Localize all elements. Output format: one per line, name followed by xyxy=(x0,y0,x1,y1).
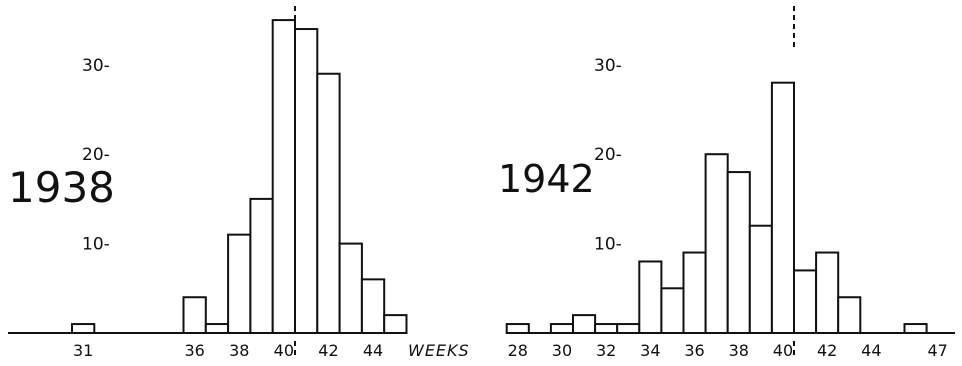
bar-week-42 xyxy=(316,72,341,335)
y-tick-label-10: 10- xyxy=(82,235,110,255)
year-title: 1942 xyxy=(498,157,595,201)
bar-week-32 xyxy=(594,323,619,334)
bar-week-33 xyxy=(616,323,641,334)
bar-week-43 xyxy=(338,242,363,335)
x-tick-label-44: 44 xyxy=(363,341,383,360)
y-tick-label-20: 20- xyxy=(82,145,110,165)
bar-week-30 xyxy=(549,323,575,334)
bar-week-31 xyxy=(71,323,96,334)
x-tick-label-38: 38 xyxy=(729,341,749,360)
bar-week-45 xyxy=(383,314,408,334)
x-unit-label: WEEKS xyxy=(408,341,470,360)
bar-week-41 xyxy=(793,269,818,335)
x-tick-label-38: 38 xyxy=(229,341,249,360)
x-tick-label-32: 32 xyxy=(596,341,616,360)
bar-week-38 xyxy=(227,233,252,334)
x-tick-label-42: 42 xyxy=(318,341,338,360)
bar-week-43 xyxy=(837,296,862,334)
bar-week-37 xyxy=(204,323,230,334)
y-tick-label-20: 20- xyxy=(594,145,622,165)
bar-week-46 xyxy=(903,323,928,334)
x-tick-label-47: 47 xyxy=(927,341,947,360)
bar-week-41 xyxy=(294,28,319,334)
bar-week-28 xyxy=(505,323,530,334)
y-tick-label-30: 30- xyxy=(594,56,622,76)
y-tick-label-10: 10- xyxy=(594,235,622,255)
x-tick-label-42: 42 xyxy=(817,341,837,360)
x-tick-label-40: 40 xyxy=(274,341,294,360)
bar-week-36 xyxy=(182,296,207,334)
x-tick-label-30: 30 xyxy=(552,341,572,360)
x-tick-label-44: 44 xyxy=(861,341,881,360)
bar-week-31 xyxy=(572,314,597,334)
x-tick-label-28: 28 xyxy=(508,341,528,360)
x-tick-label-40: 40 xyxy=(773,341,793,360)
x-tick-label-36: 36 xyxy=(684,341,704,360)
year-title: 1938 xyxy=(8,163,115,212)
bar-week-35 xyxy=(660,287,685,334)
bar-week-38 xyxy=(726,171,751,334)
bar-week-42 xyxy=(815,251,840,334)
x-tick-label-31: 31 xyxy=(73,341,93,360)
histogram-1942: 10- 20- 30- 28 30 32 34 36 38 40 42 44 47 1942 xyxy=(498,6,955,360)
bar-week-40 xyxy=(770,81,796,335)
x-tick-label-36: 36 xyxy=(184,341,204,360)
y-tick-label-30: 30- xyxy=(82,56,110,76)
bar-week-37 xyxy=(704,153,729,334)
bar-week-44 xyxy=(360,278,386,334)
bar-week-34 xyxy=(638,260,663,335)
x-tick-label-34: 34 xyxy=(640,341,660,360)
bar-week-36 xyxy=(682,251,707,334)
histogram-1938: 10- 20- 30- 31 36 38 40 42 44 1938 WEEKS xyxy=(8,6,470,360)
bar-week-40 xyxy=(271,19,297,334)
bar-week-39 xyxy=(748,224,773,334)
bar-week-39 xyxy=(249,197,274,334)
